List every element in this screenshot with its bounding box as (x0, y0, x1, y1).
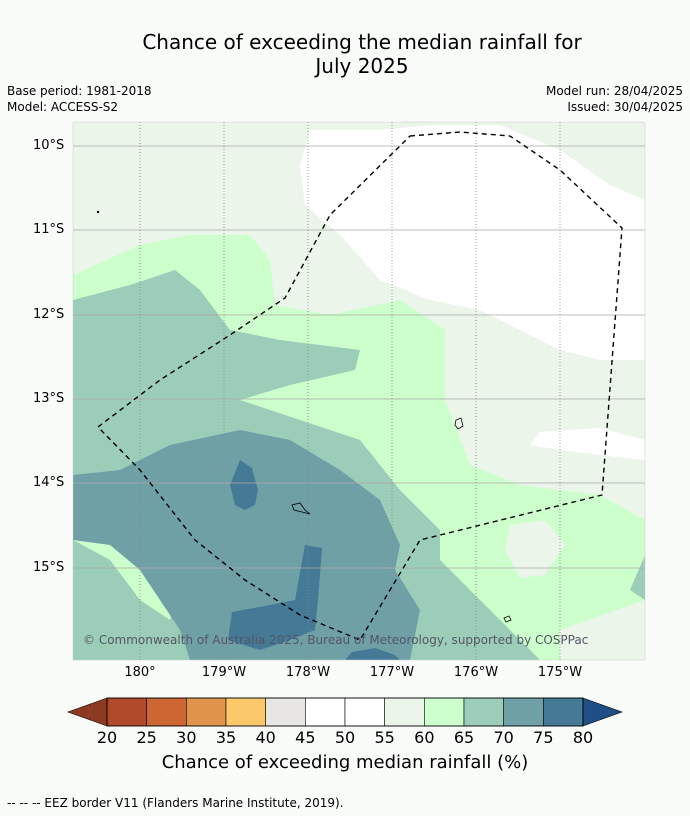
colorbar-tick-label: 70 (493, 728, 514, 747)
colorbar-under-arrow (67, 697, 108, 727)
contour-75-80 (230, 460, 258, 510)
colorbar-swatch (106, 697, 147, 727)
lat-label: 11°S (33, 222, 65, 237)
lon-label: 175°W (537, 665, 583, 680)
model-name: Model: ACCESS-S2 (7, 100, 119, 114)
colorbar-over-arrow (582, 697, 623, 727)
islands (96, 210, 512, 623)
colorbar-tick-label: 30 (176, 728, 197, 747)
colorbar-frame (106, 697, 584, 727)
colorbar-swatch (384, 697, 425, 727)
contour-75-80-south (228, 545, 322, 650)
lat-label: 14°S (33, 475, 65, 490)
colorbar-swatch (305, 697, 346, 727)
colorbar-tick-label: 40 (255, 728, 276, 747)
title-line-2: July 2025 (315, 54, 409, 78)
graticule (73, 122, 645, 660)
colorbar-swatches (106, 697, 584, 727)
copyright-notice: © Commonwealth of Australia 2025, Bureau… (83, 633, 589, 647)
contour-55-60-north-west (73, 122, 205, 190)
contour-55-60-pocket (505, 520, 565, 578)
base-period: Base period: 1981-2018 (7, 84, 152, 98)
issued-date: Issued: 30/04/2025 (567, 100, 683, 114)
eez-border (96, 131, 623, 641)
colorbar-tick-label: 60 (414, 728, 435, 747)
colorbar (67, 697, 623, 727)
colorbar-tick-label: 80 (572, 728, 594, 747)
lon-label: 177°W (369, 665, 415, 680)
contour-50-55 (300, 125, 645, 360)
island-2 (291, 502, 311, 515)
lon-label: 178°W (285, 665, 331, 680)
lat-label: 13°S (33, 391, 65, 406)
colorbar-tick-label: 55 (374, 728, 395, 747)
lon-label: 179°W (201, 665, 247, 680)
contour-50-55-east (530, 428, 645, 460)
island-4 (96, 210, 100, 214)
lon-label: 176°W (453, 665, 499, 680)
colorbar-tick-label: 35 (215, 728, 237, 747)
colorbar-swatch (225, 697, 266, 727)
title-line-1: Chance of exceeding the median rainfall … (142, 30, 582, 54)
colorbar-swatch (463, 697, 504, 727)
contour-65-70-east (630, 555, 645, 600)
colorbar-swatch (186, 697, 227, 727)
map-title: Chance of exceeding the median rainfall … (0, 30, 690, 78)
colorbar-swatch (543, 697, 584, 727)
contour-70-75 (73, 430, 420, 660)
model-run: Model run: 28/04/2025 (545, 84, 683, 98)
lat-label: 12°S (33, 307, 65, 322)
colorbar-swatch (344, 697, 385, 727)
colorbar-swatch (146, 697, 187, 727)
colorbar-swatch (424, 697, 465, 727)
contour-fills (73, 122, 645, 660)
colorbar-tick-label: 45 (295, 728, 316, 747)
island-1 (454, 417, 464, 430)
colorbar-tick-label: 65 (453, 728, 475, 747)
island-3 (503, 615, 512, 623)
contour-75-80-south-east (345, 648, 400, 660)
rainfall-map (72, 121, 646, 661)
eez-footnote: -- -- -- EEZ border V11 (Flanders Marine… (7, 796, 344, 810)
colorbar-tick-label: 75 (533, 728, 554, 747)
colorbar-tick-label: 50 (334, 728, 356, 747)
lat-label: 15°S (33, 560, 65, 575)
run-info: Model run: 28/04/2025 Issued: 30/04/2025 (546, 83, 683, 115)
colorbar-tick-label: 25 (136, 728, 157, 747)
colorbar-swatch (265, 697, 306, 727)
colorbar-tick-label: 20 (96, 728, 118, 747)
colorbar-swatch (503, 697, 544, 727)
lat-label: 10°S (33, 138, 65, 153)
model-info: Base period: 1981-2018 Model: ACCESS-S2 (7, 83, 152, 115)
lon-label: 180° (124, 665, 156, 680)
colorbar-title: Chance of exceeding median rainfall (%) (161, 752, 529, 773)
